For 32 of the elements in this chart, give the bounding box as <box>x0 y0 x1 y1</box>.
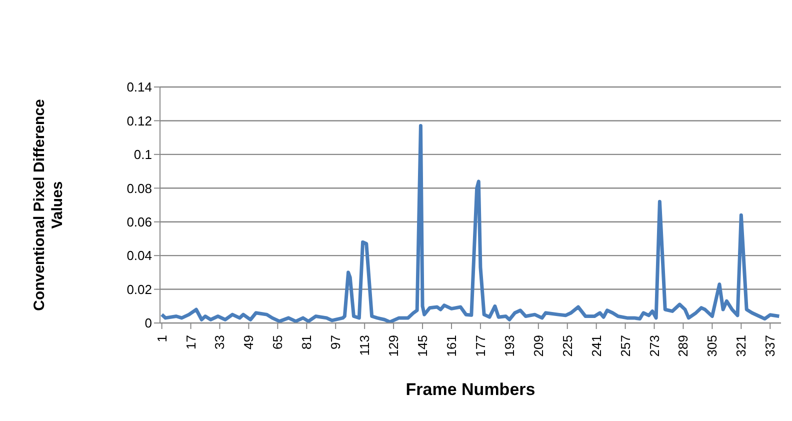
x-tick-label: 273 <box>646 335 662 357</box>
x-tick-label: 193 <box>502 335 517 357</box>
y-tick-label: 0.12 <box>126 113 152 128</box>
x-tick-label: 161 <box>444 335 459 357</box>
x-tick-label: 129 <box>386 335 402 357</box>
x-tick-label: 241 <box>588 335 604 357</box>
x-tick-label: 209 <box>530 335 546 357</box>
x-tick-label: 97 <box>328 335 344 350</box>
x-tick-label: 113 <box>357 335 372 356</box>
x-tick-label: 33 <box>212 335 228 350</box>
x-tick-label: 49 <box>241 335 256 350</box>
x-tick-label: 145 <box>415 335 430 357</box>
y-tick-label: 0 <box>144 316 152 331</box>
x-tick-label: 289 <box>676 335 691 357</box>
y-axis-title: Conventional Pixel Difference Values <box>31 99 66 311</box>
x-tick-label: 305 <box>704 335 720 357</box>
x-tick-label: 1 <box>154 335 170 342</box>
x-axis-title: Frame Numbers <box>406 380 536 400</box>
y-tick-label: 0.14 <box>126 80 152 95</box>
y-tick-label: 0.1 <box>134 147 152 162</box>
x-tick-label: 225 <box>560 335 575 357</box>
y-tick-label: 0.02 <box>126 282 152 297</box>
x-tick-label: 17 <box>183 335 198 350</box>
y-tick-label: 0.06 <box>126 214 152 230</box>
x-tick-label: 81 <box>299 335 314 350</box>
x-tick-label: 65 <box>270 335 286 350</box>
y-tick-label: 0.04 <box>126 248 152 264</box>
x-tick-label: 177 <box>472 335 488 357</box>
x-tick-label: 337 <box>762 335 778 357</box>
x-tick-label: 321 <box>734 335 749 357</box>
y-tick-label: 0.08 <box>126 180 152 196</box>
x-tick-label: 257 <box>618 335 633 357</box>
